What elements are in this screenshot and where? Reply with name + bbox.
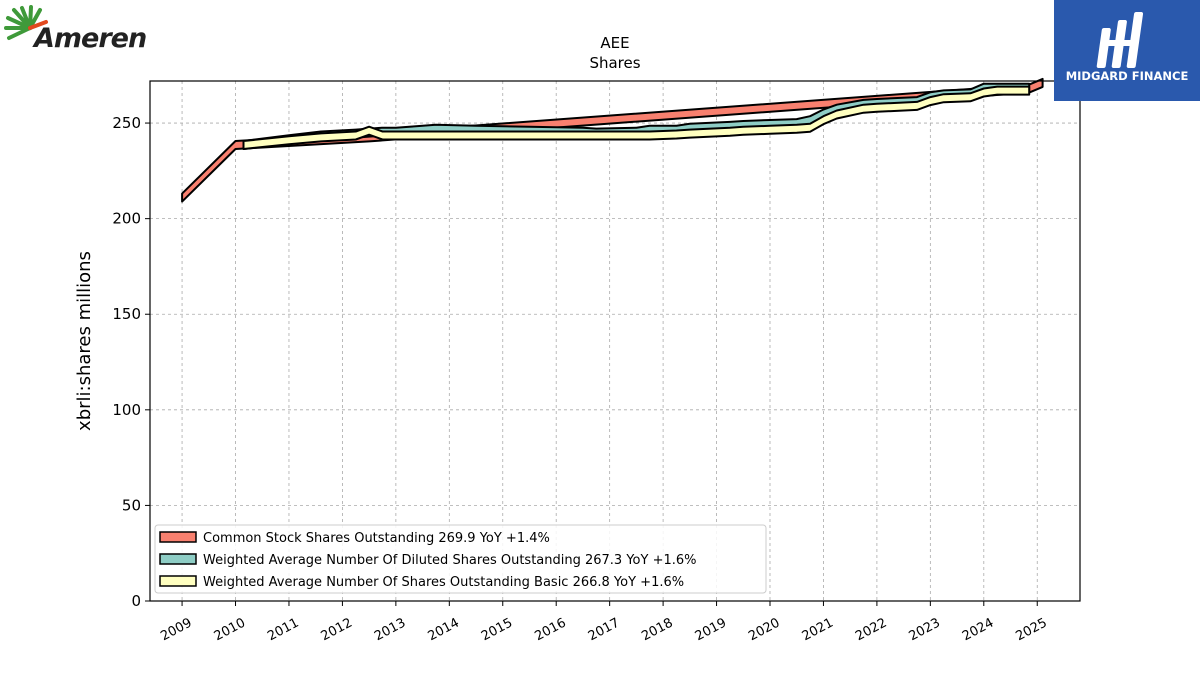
ameren-wordmark: Ameren	[34, 23, 147, 54]
legend-swatch-basic	[159, 575, 197, 587]
legend-label-diluted: Weighted Average Number Of Diluted Share…	[203, 553, 697, 568]
legend-swatch-diluted	[159, 553, 197, 565]
y-tick-label: 50	[122, 496, 141, 514]
series-band-2	[242, 85, 1031, 150]
legend-label-basic: Weighted Average Number Of Shares Outsta…	[203, 575, 684, 590]
legend-swatch-common	[159, 531, 197, 543]
midgard-finance-logo: MIDGARD FINANCE	[1054, 0, 1200, 101]
plot-frame	[149, 80, 1081, 602]
y-tick-label: 200	[112, 210, 141, 228]
y-tick-label: 250	[112, 114, 141, 132]
ameren-logo: Ameren	[4, 4, 147, 58]
series-areas	[181, 77, 1044, 203]
y-tick-label: 150	[112, 305, 141, 323]
y-axis-ticks: 0 50 100 150 200 250	[112, 114, 150, 610]
chart-subtitle: Shares	[589, 54, 640, 72]
legend-label-common: Common Stock Shares Outstanding 269.9 Yo…	[203, 531, 550, 546]
y-tick-label: 100	[112, 401, 141, 419]
y-axis-label: xbrli:shares millions	[74, 251, 95, 431]
grid-lines	[150, 81, 1080, 602]
midgard-emblem-icon	[1096, 12, 1144, 68]
y-tick-label: 0	[131, 592, 141, 610]
chart-title: AEE	[600, 34, 629, 52]
legend: Common Stock Shares Outstanding 269.9 Yo…	[154, 524, 767, 594]
midgard-wordmark: MIDGARD FINANCE	[1065, 69, 1189, 83]
ameren-sunburst-icon	[4, 5, 48, 40]
